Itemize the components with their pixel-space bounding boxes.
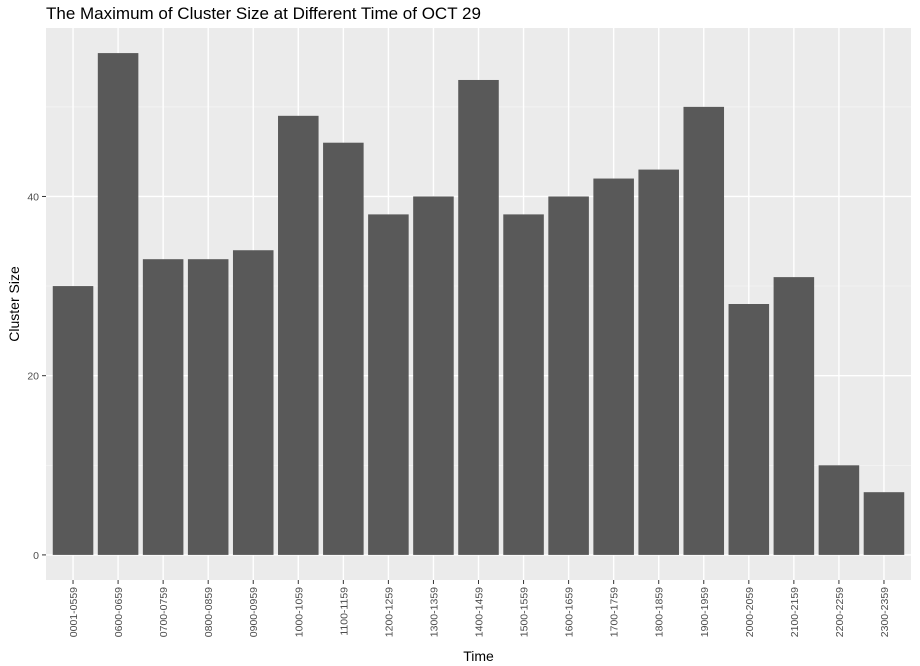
x-tick-label: 1500-1559: [519, 587, 531, 637]
bar-0800-0859: [187, 259, 229, 555]
x-tick-label: 0800-0859: [203, 587, 215, 637]
bar-1800-1859: [638, 169, 679, 555]
x-tick-label: 1400-1459: [474, 587, 486, 637]
bar-0900-0959: [232, 250, 274, 555]
x-tick-label: 1300-1359: [428, 587, 440, 637]
bar-0700-0759: [142, 259, 184, 555]
bar-2000-2059: [728, 304, 770, 555]
bar-1000-1059: [278, 115, 319, 555]
bars: [52, 53, 905, 555]
bar-1300-1359: [413, 196, 454, 555]
x-tick-label: 1200-1259: [383, 587, 395, 637]
x-tick-label: 0900-0959: [248, 587, 260, 637]
x-tick-label: 2200-2259: [834, 587, 846, 637]
bar-2200-2259: [818, 465, 860, 555]
y-axis: 0 20 40: [27, 191, 46, 562]
bar-1400-1459: [458, 79, 499, 555]
y-tick-label: 20: [27, 371, 39, 383]
bar-0600-0659: [97, 53, 139, 555]
bar-2300-2359: [863, 492, 905, 555]
x-tick-label: 2100-2159: [789, 587, 801, 637]
chart-title: The Maximum of Cluster Size at Different…: [46, 4, 481, 23]
bar-1100-1159: [323, 142, 364, 555]
bar-1600-1659: [548, 196, 589, 555]
x-tick-label: 1800-1859: [654, 587, 666, 637]
x-tick-label: 2000-2059: [744, 587, 756, 637]
bar-0001-0559: [52, 286, 94, 555]
x-tick-label: 1600-1659: [564, 587, 576, 637]
x-axis-title: Time: [463, 648, 494, 664]
y-tick-label: 0: [33, 550, 39, 562]
bar-1500-1559: [503, 214, 544, 555]
x-tick-label: 0001-0559: [68, 587, 80, 637]
bar-1200-1259: [368, 214, 409, 555]
x-tick-label: 1100-1159: [338, 587, 350, 636]
bar-1700-1759: [593, 178, 634, 555]
x-tick-label: 1000-1059: [293, 587, 305, 637]
x-tick-label: 2300-2359: [879, 587, 891, 637]
x-axis: 0001-0559 0600-0659 0700-0759 0800-0859 0900…: [68, 580, 891, 637]
bar-1900-1959: [683, 106, 725, 555]
y-axis-title: Cluster Size: [6, 266, 22, 342]
bar-2100-2159: [773, 277, 815, 555]
x-tick-label: 1900-1959: [699, 587, 711, 637]
x-tick-label: 0700-0759: [158, 587, 170, 637]
y-tick-label: 40: [27, 191, 39, 203]
x-tick-label: 0600-0659: [113, 587, 125, 637]
x-tick-label: 1700-1759: [609, 587, 621, 637]
